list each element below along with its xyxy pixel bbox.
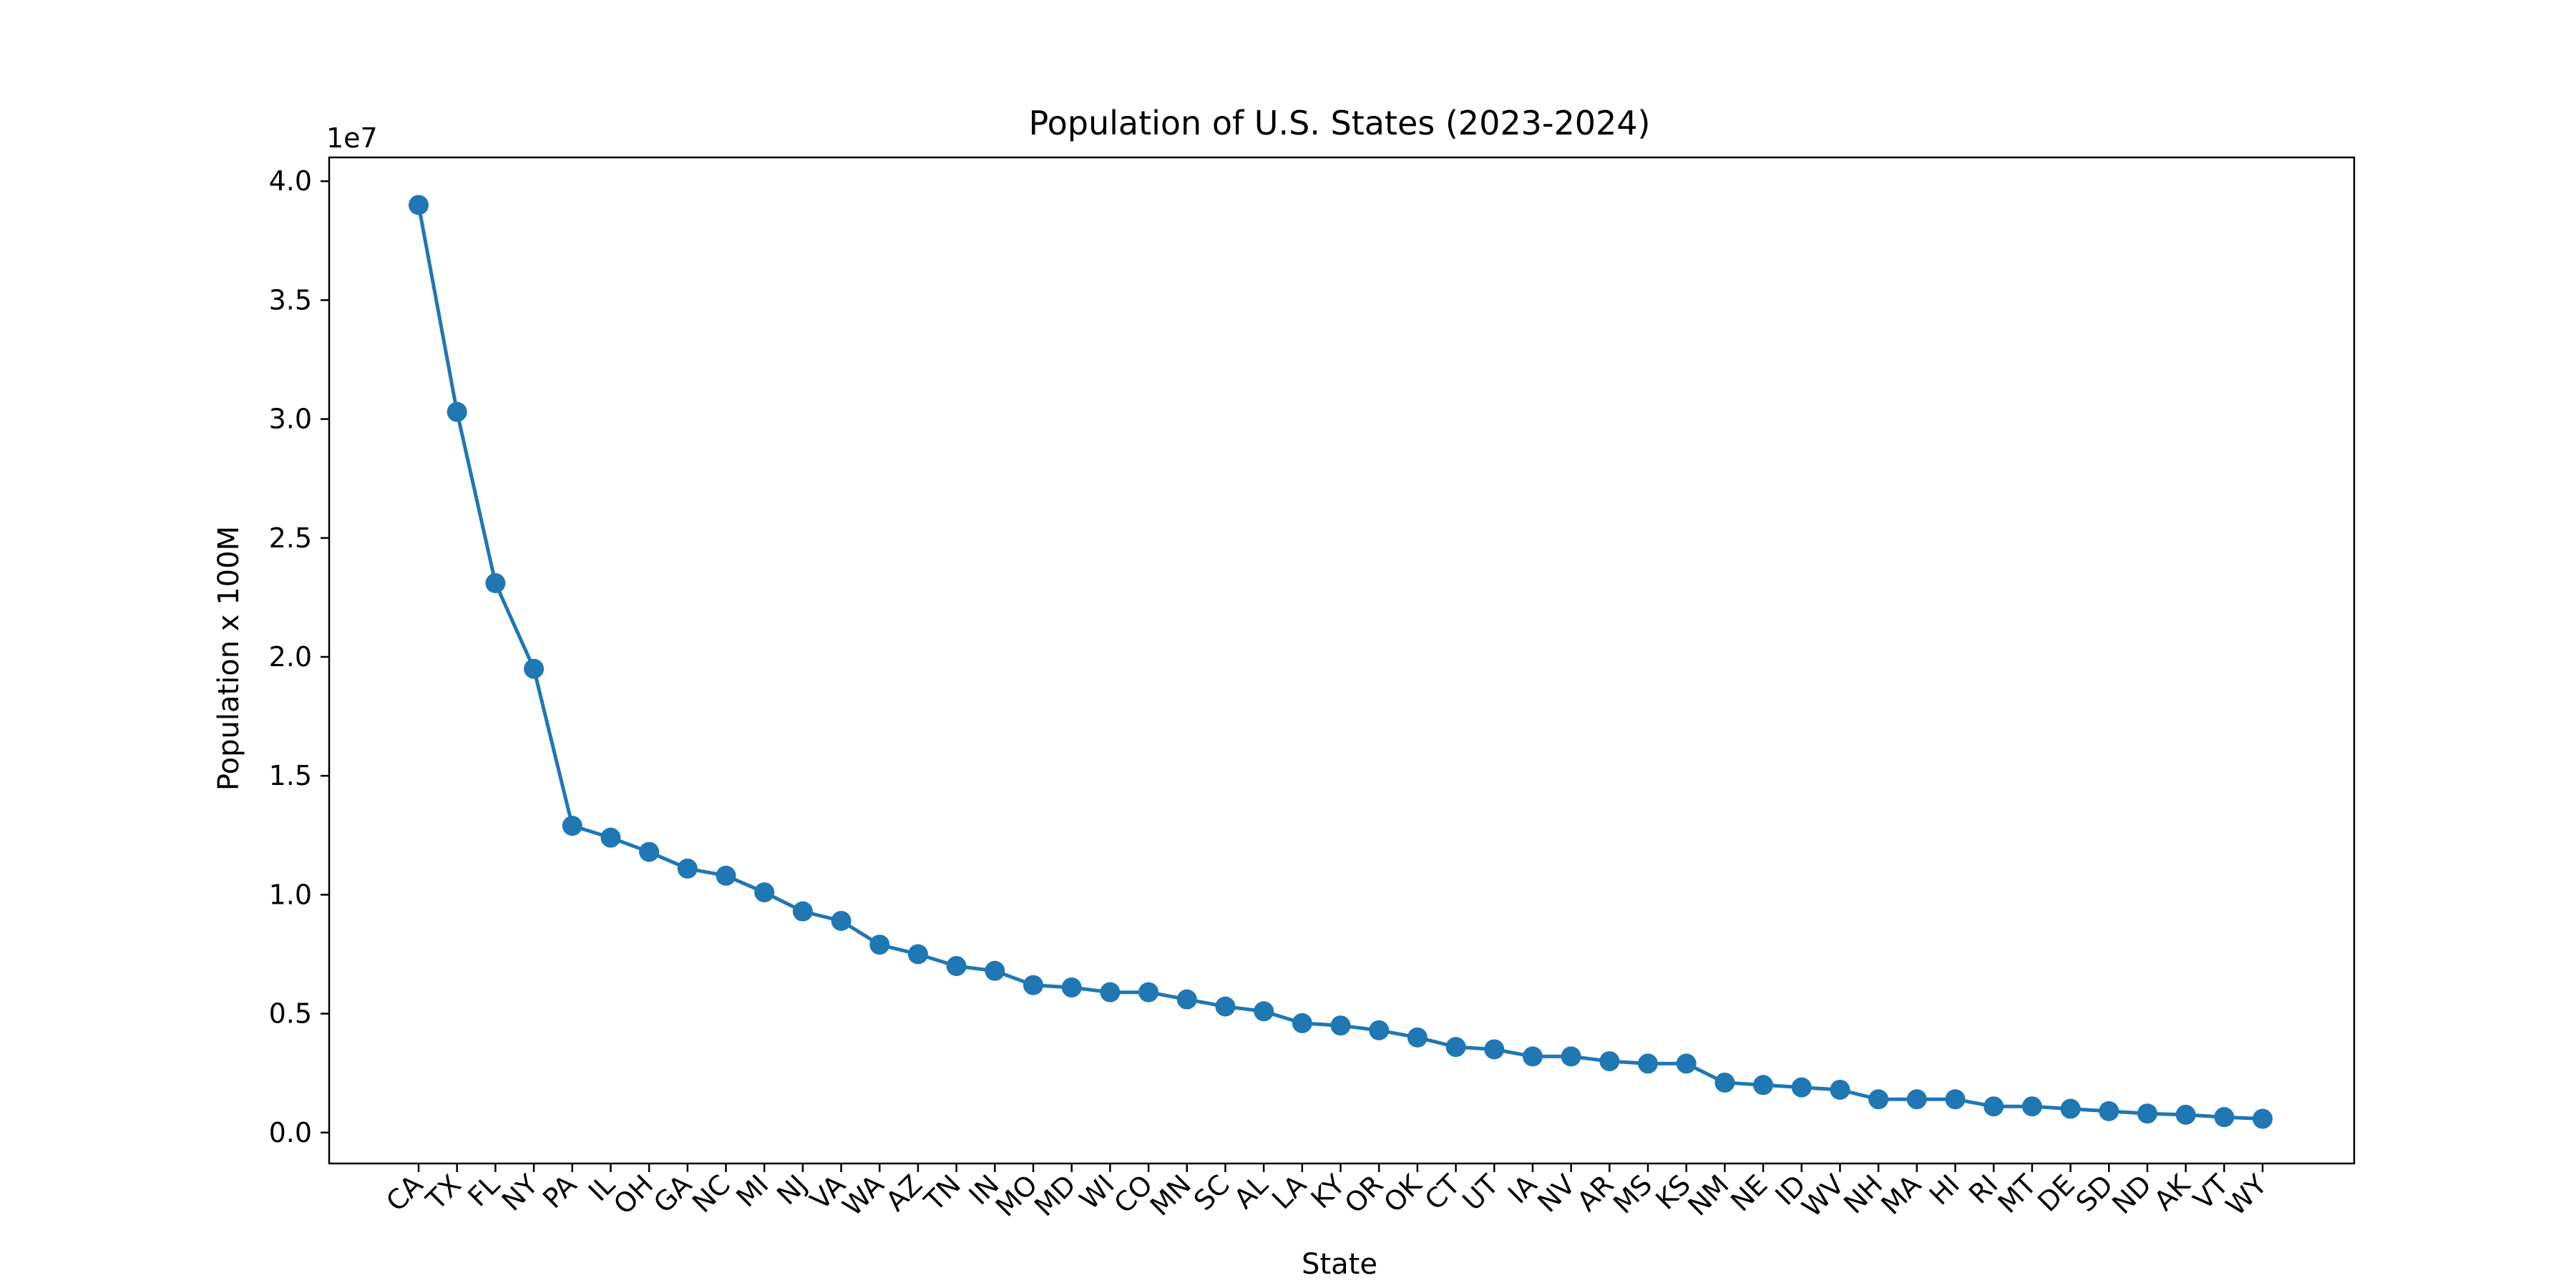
data-point-id <box>1791 1077 1812 1098</box>
data-point-nd <box>2137 1103 2157 1124</box>
data-point-va <box>831 910 852 931</box>
data-point-ar <box>1599 1051 1620 1072</box>
data-point-wy <box>2253 1108 2273 1129</box>
data-point-wa <box>869 935 890 955</box>
data-point-or <box>1369 1020 1390 1040</box>
x-tick-label-nj: NJ <box>771 1169 813 1211</box>
x-axis-label: State <box>1302 1248 1377 1281</box>
series-plot <box>409 195 2273 1129</box>
data-point-in <box>985 960 1005 981</box>
data-point-az <box>907 944 928 965</box>
data-point-ma <box>1906 1089 1927 1110</box>
data-point-co <box>1138 982 1159 1002</box>
data-point-nj <box>792 901 813 922</box>
data-point-ok <box>1407 1027 1428 1048</box>
y-axis-label: Population x 100M <box>213 526 245 791</box>
data-point-vt <box>2214 1107 2235 1128</box>
x-tick-label-tx: TX <box>419 1169 467 1216</box>
data-point-ak <box>2175 1104 2196 1125</box>
data-point-ca <box>409 195 429 215</box>
data-point-il <box>600 827 621 848</box>
x-tick-label-hi: HI <box>1923 1169 1966 1211</box>
data-point-ri <box>1984 1096 2004 1117</box>
data-point-hi <box>1945 1089 1966 1110</box>
y-tick-label: 4.0 <box>269 165 312 197</box>
y-tick-label: 2.5 <box>269 522 312 554</box>
x-tick-label-mi: MI <box>730 1169 774 1213</box>
x-tick-label-ia: IA <box>1502 1169 1543 1209</box>
data-point-ct <box>1445 1037 1466 1058</box>
x-tick-label-wy: WY <box>2220 1169 2273 1222</box>
y-tick-label: 0.0 <box>269 1117 312 1148</box>
x-tick-label-ut: UT <box>1456 1169 1505 1217</box>
plot-frame <box>328 156 2356 1165</box>
data-point-nh <box>1868 1089 1889 1110</box>
data-point-tn <box>946 956 967 977</box>
data-point-oh <box>639 841 660 862</box>
y-axis-ticks: 0.0 0.5 1.0 1.5 2.0 2.5 3.0 3.5 4.0 <box>269 165 329 1148</box>
data-point-mn <box>1176 989 1197 1010</box>
data-point-ga <box>677 858 698 879</box>
data-point-ky <box>1330 1015 1351 1036</box>
data-point-ny <box>524 658 545 679</box>
data-point-md <box>1061 977 1082 998</box>
data-point-ia <box>1522 1046 1543 1067</box>
data-point-wv <box>1830 1079 1850 1100</box>
data-point-de <box>2060 1098 2081 1119</box>
y-tick-label: 3.0 <box>269 404 312 435</box>
x-tick-label-nc: NC <box>686 1169 736 1219</box>
y-axis-offset-label: 1e7 <box>326 122 378 154</box>
data-point-fl <box>485 572 506 593</box>
x-tick-label-pa: PA <box>537 1169 582 1214</box>
y-tick-label: 1.0 <box>269 879 312 910</box>
y-tick-label: 3.5 <box>269 284 312 316</box>
data-point-wi <box>1100 982 1121 1002</box>
data-point-pa <box>562 816 582 836</box>
data-point-ms <box>1638 1053 1658 1074</box>
chart-title: Population of U.S. States (2023-2024) <box>1029 104 1651 142</box>
x-tick-label-md: MD <box>1028 1169 1082 1222</box>
y-tick-label: 2.0 <box>269 641 312 673</box>
data-point-al <box>1254 1001 1274 1022</box>
data-point-mo <box>1023 975 1043 995</box>
data-point-ut <box>1484 1039 1505 1060</box>
data-point-sc <box>1215 996 1236 1017</box>
y-tick-label: 0.5 <box>269 998 312 1030</box>
data-point-nc <box>716 865 736 886</box>
series-line-0 <box>416 205 2263 1121</box>
y-tick-label: 1.5 <box>269 760 312 791</box>
data-point-mt <box>2021 1096 2042 1117</box>
data-point-mi <box>754 882 775 903</box>
x-tick-label-tn: TN <box>918 1169 967 1217</box>
x-tick-label-ne: NE <box>1724 1169 1773 1217</box>
data-point-sd <box>2099 1101 2119 1121</box>
data-point-nm <box>1714 1072 1735 1093</box>
data-point-la <box>1292 1013 1312 1033</box>
x-tick-label-ma: MA <box>1875 1169 1927 1221</box>
data-point-nv <box>1561 1046 1581 1067</box>
data-point-ks <box>1676 1053 1697 1074</box>
data-point-ne <box>1753 1075 1774 1096</box>
data-point-tx <box>447 401 467 422</box>
